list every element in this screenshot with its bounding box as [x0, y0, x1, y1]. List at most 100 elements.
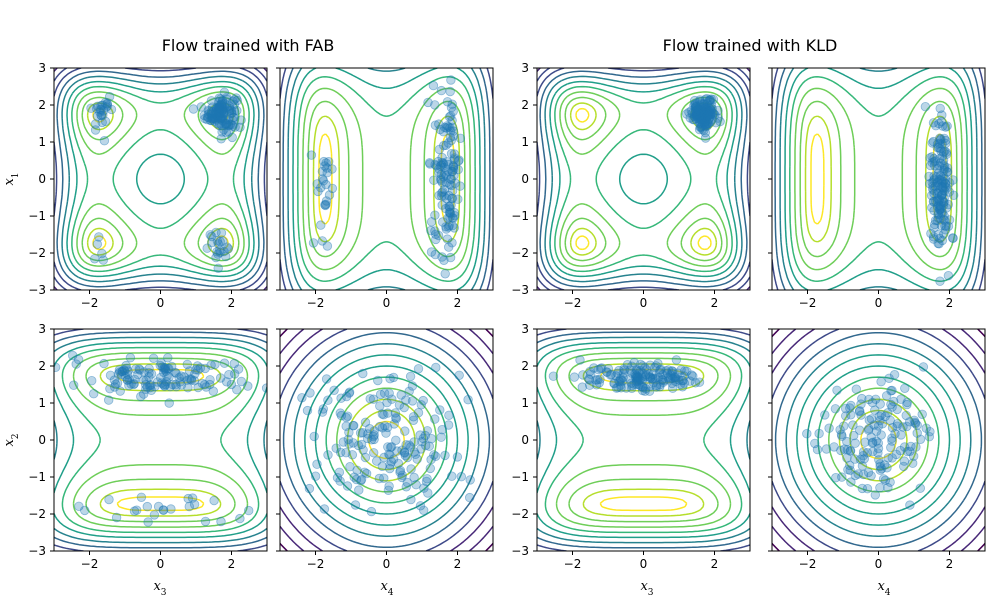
scatter-point: [186, 374, 196, 384]
scatter-point: [928, 181, 938, 191]
scatter-point: [214, 106, 224, 117]
scatter-point: [703, 110, 713, 121]
scatter-point: [912, 420, 922, 430]
scatter-point: [575, 355, 585, 365]
panel-0: −2 0 2 −3 −2 −1 0 1 2 3: [28, 61, 268, 310]
scatter-point: [209, 116, 220, 126]
scatter-point: [216, 108, 226, 118]
scatter-point: [655, 382, 665, 392]
x-tick-label: 0: [157, 296, 165, 310]
scatter-point: [700, 127, 711, 138]
scatter-point: [379, 452, 389, 463]
scatter-point: [418, 433, 429, 444]
scatter-point: [146, 380, 156, 390]
scatter-point: [447, 166, 458, 177]
scatter-point: [98, 110, 108, 120]
contour-line: [81, 96, 240, 262]
scatter-point: [232, 105, 242, 116]
scatter-point: [421, 476, 432, 487]
scatter-point: [929, 188, 939, 199]
scatter-point: [144, 368, 154, 378]
scatter-point: [397, 472, 407, 483]
scatter-point: [165, 382, 175, 392]
scatter-point: [832, 385, 842, 396]
scatter-point: [192, 361, 203, 371]
scatter-point: [446, 174, 457, 184]
scatter-point: [696, 109, 707, 119]
scatter-point: [696, 109, 706, 119]
y-tick-label: 0: [521, 172, 529, 186]
scatter-point: [928, 136, 939, 147]
contour-line: [318, 133, 455, 225]
scatter-point: [439, 255, 449, 265]
scatter-point: [698, 113, 709, 123]
scatter-point: [880, 475, 891, 486]
scatter-point: [699, 103, 709, 114]
contour-line: [799, 100, 958, 258]
scatter-point: [356, 474, 367, 485]
scatter-point: [933, 177, 943, 187]
scatter-point: [86, 103, 96, 113]
scatter-point: [939, 197, 949, 208]
scatter-point: [446, 102, 457, 113]
scatter-point: [702, 106, 713, 117]
scatter-point: [444, 201, 455, 212]
scatter-point: [309, 431, 319, 442]
scatter-point: [933, 209, 944, 219]
scatter-point: [89, 254, 100, 264]
scatter-point: [455, 181, 465, 191]
scatter-point: [126, 379, 136, 389]
scatter-point: [163, 353, 173, 363]
scatter-point: [229, 99, 240, 110]
scatter-point: [426, 225, 436, 236]
y-tick-label: 1: [521, 135, 529, 149]
scatter-point: [424, 158, 435, 168]
x-tick-label: 0: [640, 557, 648, 571]
scatter-point: [217, 111, 228, 122]
scatter-point: [391, 413, 401, 423]
x-tick-label: 2: [946, 557, 954, 571]
scatter-point: [399, 448, 410, 458]
scatter-point: [935, 202, 945, 212]
scatter-point: [831, 473, 841, 483]
scatter-point: [129, 506, 140, 516]
xlabel-x3-kld: x3: [640, 579, 653, 598]
scatter-point: [97, 100, 108, 111]
scatter-point: [693, 113, 703, 124]
scatter-point: [887, 385, 897, 396]
scatter-point: [858, 451, 868, 461]
scatter-point: [705, 110, 716, 120]
scatter-point: [698, 115, 709, 125]
contour-line: [287, 68, 486, 290]
scatter-point: [645, 381, 656, 391]
scatter-point: [297, 393, 307, 403]
scatter-point: [854, 406, 865, 417]
points-0: [86, 87, 246, 274]
scatter-point: [220, 251, 231, 262]
scatter-point: [426, 454, 436, 465]
scatter-point: [933, 193, 943, 204]
scatter-point: [651, 361, 661, 371]
scatter-point: [685, 376, 695, 386]
scatter-point: [392, 446, 402, 456]
scatter-point: [206, 108, 216, 119]
scatter-point: [676, 365, 686, 375]
scatter-point: [160, 379, 171, 390]
scatter-point: [122, 375, 133, 385]
scatter-point: [935, 170, 946, 181]
scatter-point: [348, 438, 359, 448]
scatter-point: [104, 494, 114, 505]
contour-line: [772, 329, 985, 551]
scatter-point: [441, 224, 452, 234]
scatter-point: [193, 382, 203, 393]
scatter-point: [927, 157, 937, 168]
scatter-point: [150, 381, 160, 392]
scatter-point: [385, 463, 395, 474]
scatter-point: [695, 96, 705, 107]
scatter-point: [356, 476, 366, 486]
scatter-point: [927, 177, 937, 188]
scatter-point: [585, 380, 595, 390]
scatter-point: [641, 384, 651, 394]
panel-3: −2 0 2: [768, 67, 986, 310]
scatter-point: [688, 371, 698, 381]
